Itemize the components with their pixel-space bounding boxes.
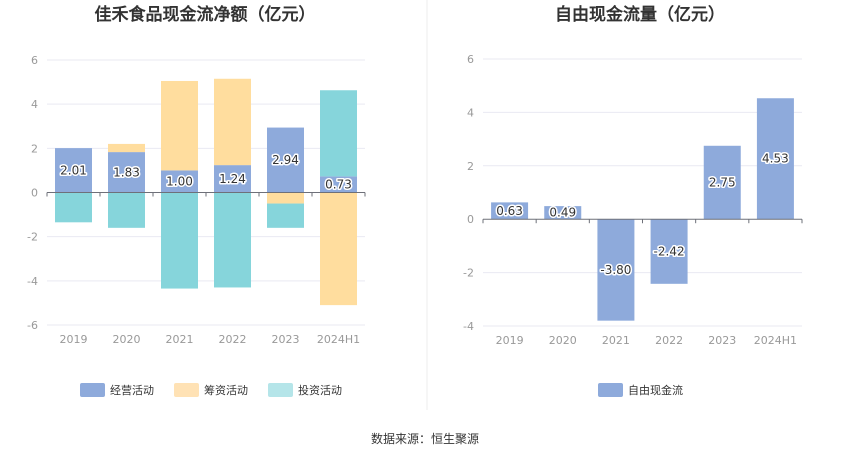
bar-1-0-0: [491, 202, 529, 220]
x-tick-label: 2023: [708, 334, 736, 347]
bar-0-2-2: [161, 192, 198, 289]
x-tick-label: 2021: [166, 333, 194, 346]
y-tick-label: 2: [467, 160, 474, 173]
x-tick-label: 2022: [219, 333, 247, 346]
legend-swatch: [174, 383, 199, 397]
data-label: 2.75: [709, 175, 736, 189]
data-label: 1.83: [113, 165, 140, 179]
data-label: 0.73: [325, 177, 352, 191]
y-tick-label: 6: [467, 53, 474, 66]
x-tick-label: 2020: [549, 334, 577, 347]
legend-swatch: [598, 383, 623, 397]
bar-0-2-3: [214, 192, 251, 288]
data-label: 1.00: [166, 174, 193, 188]
bar-1-0-1: [544, 206, 582, 220]
x-tick-label: 2024H1: [317, 333, 360, 346]
y-tick-label: 0: [31, 187, 38, 200]
x-tick-label: 2021: [602, 334, 630, 347]
data-source-note: 数据来源：恒生聚源: [371, 431, 479, 446]
bar-0-1-1: [108, 143, 145, 153]
data-label: 0.49: [549, 206, 576, 220]
bar-0-1-3: [214, 78, 251, 166]
x-tick-label: 2020: [113, 333, 141, 346]
bar-0-0-5: [320, 176, 357, 193]
bar-0-1-4: [267, 192, 304, 204]
cash-flow-net-chart: 佳禾食品现金流净额（亿元） -6 -4 -2 0 2 4 6 2019 2020 2021 2022…: [27, 4, 366, 397]
bar-0-0-4: [267, 127, 304, 193]
y-tick-label: 6: [31, 54, 38, 67]
bar-0-2-1: [108, 192, 145, 228]
bar-0-1-2: [161, 80, 198, 171]
x-tick-label: 2019: [496, 334, 524, 347]
y-tick-label: -4: [27, 275, 38, 288]
data-label: 0.63: [496, 204, 523, 218]
bar-0-0-2: [161, 170, 198, 193]
legend-label: 投资活动: [298, 383, 342, 397]
y-tick-label: 4: [31, 98, 38, 111]
legend-label: 筹资活动: [204, 383, 248, 397]
bar-0-1-5: [320, 192, 357, 306]
free-cash-flow-chart: 自由现金流量（亿元） -4 -2 0 2 4 6 2019 2020 2021 2022 2023 2…: [463, 4, 803, 397]
y-tick-label: 2: [31, 142, 38, 155]
bar-1-0-4: [703, 145, 741, 220]
bar-0-2-5: [320, 90, 357, 177]
y-tick-label: -6: [27, 319, 38, 332]
x-tick-label: 2023: [272, 333, 300, 346]
chart-title: 自由现金流量（亿元）: [555, 4, 725, 25]
legend-swatch: [268, 383, 293, 397]
bar-0-0-3: [214, 165, 251, 193]
data-label: -3.80: [600, 263, 631, 277]
data-label: 2.94: [272, 153, 299, 167]
bar-0-2-0: [55, 192, 92, 223]
data-label: 1.24: [219, 172, 246, 186]
bar-0-0-0: [55, 148, 92, 193]
legend-label: 自由现金流: [628, 383, 683, 397]
x-tick-label: 2022: [655, 334, 683, 347]
bar-1-0-5: [756, 98, 794, 220]
data-label: -2.42: [654, 245, 685, 259]
legend-label: 经营活动: [110, 383, 154, 397]
y-tick-label: -4: [463, 320, 474, 333]
bar-1-0-2: [597, 219, 635, 321]
data-label: 2.01: [60, 163, 87, 177]
x-tick-label: 2019: [60, 333, 88, 346]
y-tick-label: 4: [467, 106, 474, 119]
bar-0-2-4: [267, 203, 304, 228]
chart-title: 佳禾食品现金流净额（亿元）: [95, 4, 316, 25]
bar-0-0-1: [108, 152, 145, 193]
y-tick-label: 0: [467, 213, 474, 226]
legend-swatch: [80, 383, 105, 397]
y-tick-label: -2: [463, 267, 474, 280]
y-tick-label: -2: [27, 231, 38, 244]
x-tick-label: 2024H1: [754, 334, 797, 347]
bar-1-0-3: [650, 219, 688, 284]
data-label: 4.53: [762, 152, 789, 166]
